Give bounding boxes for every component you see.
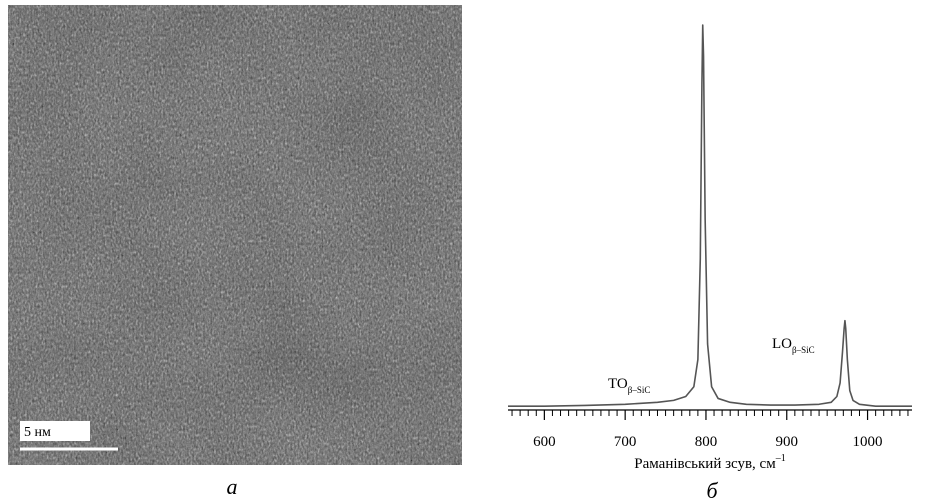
x-tick-label: 800	[695, 434, 718, 450]
x-axis-label-text: Раманівський зсув, см	[634, 456, 776, 472]
caption: б	[706, 478, 718, 503]
x-tick-label: 1000	[853, 434, 883, 450]
x-tick-label: 600	[533, 434, 556, 450]
annotation: LOβ–SiC	[772, 336, 815, 355]
tem-image: 5 нм	[8, 5, 462, 465]
x-tick-label: 900	[776, 434, 799, 450]
spectrum-line	[508, 24, 912, 408]
annotation-text: LO	[772, 336, 792, 352]
x-axis-label-sup: –1	[775, 453, 786, 464]
annotation-sub: β–SiC	[792, 345, 815, 355]
annotation-text: TO	[608, 376, 628, 392]
x-tick-label: 700	[614, 434, 637, 450]
x-axis-label: Раманівський зсув, см–1	[634, 453, 785, 472]
annotation-sub: β–SiC	[628, 385, 651, 395]
scale-label-box	[20, 421, 90, 441]
caption: а	[227, 474, 238, 499]
annotation: TOβ–SiC	[608, 376, 650, 395]
scale-bar-label: 5 нм	[24, 425, 51, 440]
